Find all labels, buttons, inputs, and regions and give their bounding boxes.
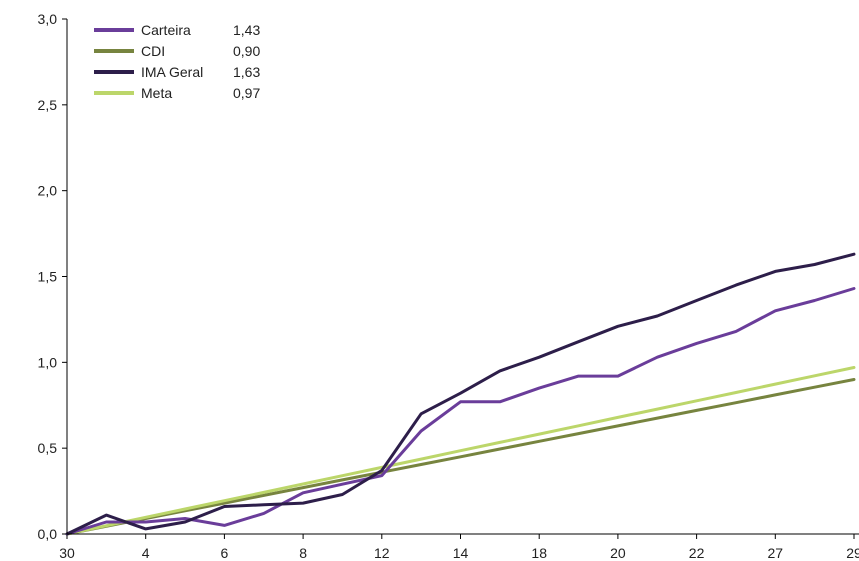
y-tick-label: 1,5 xyxy=(38,269,58,285)
x-tick-label: 8 xyxy=(299,545,307,561)
series-line-meta xyxy=(65,366,856,536)
y-tick-label: 1,0 xyxy=(38,354,58,370)
x-tick-label: 6 xyxy=(221,545,229,561)
x-tick-label: 18 xyxy=(531,545,547,561)
x-tick-label: 27 xyxy=(768,545,784,561)
x-tick-label: 22 xyxy=(689,545,705,561)
y-tick-label: 0,0 xyxy=(38,526,58,542)
legend: Carteira 1,43 CDI 0,90 IMA Geral 1,63 Meta 0,97 xyxy=(94,22,260,101)
x-tick-label: 12 xyxy=(374,545,390,561)
series-line-carteira xyxy=(65,287,856,536)
y-tick-label: 0,5 xyxy=(38,440,58,456)
x-axis-ticks: 30 4 6 8 12 14 18 20 22 27 29 xyxy=(59,534,859,561)
series-line-cdi xyxy=(65,378,856,536)
x-tick-label: 14 xyxy=(453,545,469,561)
series-line-ima-geral xyxy=(65,252,856,536)
y-tick-label: 2,0 xyxy=(38,183,58,199)
x-tick-label: 30 xyxy=(59,545,75,561)
y-axis-ticks: 0,0 0,5 1,0 1,5 2,0 2,5 3,0 xyxy=(38,11,67,542)
legend-series-value: 1,63 xyxy=(233,64,260,80)
legend-series-value: 1,43 xyxy=(233,22,260,38)
legend-series-name: Meta xyxy=(141,85,172,101)
x-tick-label: 29 xyxy=(846,545,859,561)
x-tick-label: 4 xyxy=(142,545,150,561)
legend-series-name: Carteira xyxy=(141,22,191,38)
legend-series-name: IMA Geral xyxy=(141,64,203,80)
legend-series-value: 0,90 xyxy=(233,43,260,59)
y-tick-label: 3,0 xyxy=(38,11,58,27)
y-tick-label: 2,5 xyxy=(38,97,58,113)
legend-series-name: CDI xyxy=(141,43,165,59)
x-tick-label: 20 xyxy=(610,545,626,561)
legend-series-value: 0,97 xyxy=(233,85,260,101)
series-lines xyxy=(65,252,856,536)
